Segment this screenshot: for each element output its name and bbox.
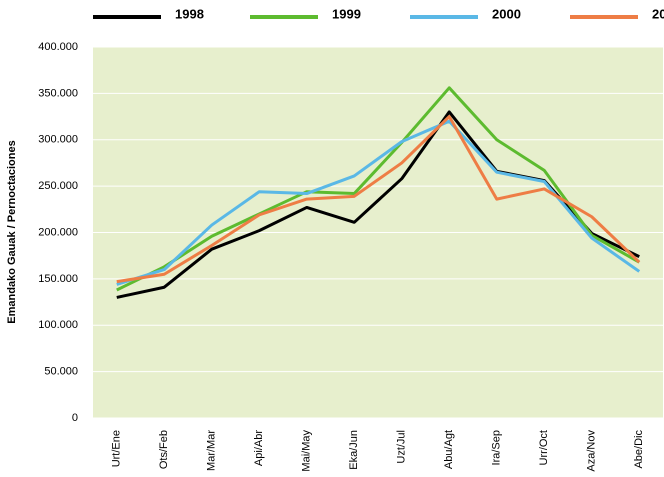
y-tick-label: 250.000 xyxy=(38,180,78,192)
y-tick-label: 50.000 xyxy=(44,366,78,378)
x-tick-label: Eka/Jun xyxy=(348,430,360,470)
y-tick-label: 300.000 xyxy=(38,134,78,146)
x-tick-label: Mar/Mar xyxy=(206,430,218,471)
y-tick-label: 100.000 xyxy=(38,319,78,331)
legend-label: 1998 xyxy=(175,6,204,21)
x-tick-label: Aza/Nov xyxy=(586,430,598,472)
legend-label: 2000 xyxy=(492,6,521,21)
y-tick-label: 350.000 xyxy=(38,87,78,99)
x-tick-label: Mai/May xyxy=(301,430,313,472)
y-tick-label: 0 xyxy=(72,412,78,424)
x-tick-label: Urr/Oct xyxy=(538,430,550,465)
x-tick-label: Uzt/Jul xyxy=(396,430,408,464)
y-axis-title: Emandako Gauak / Pernoctaciones xyxy=(6,140,18,323)
series-line xyxy=(116,86,640,292)
legend-label: 2001 xyxy=(652,6,664,21)
x-tick-label: Urt/Ene xyxy=(111,430,123,467)
x-tick-label: Ots/Feb xyxy=(158,430,170,469)
y-tick-label: 400.000 xyxy=(38,41,78,53)
y-tick-label: 200.000 xyxy=(38,226,78,238)
x-tick-label: Abe/Dic xyxy=(633,430,645,469)
x-tick-label: Api/Abr xyxy=(253,430,265,466)
x-tick-label: Ira/Sep xyxy=(491,430,503,465)
series-line xyxy=(116,115,641,284)
y-tick-label: 150.000 xyxy=(38,273,78,285)
legend-label: 1999 xyxy=(332,6,361,21)
x-tick-label: Abu/Agt xyxy=(443,430,455,469)
series-line xyxy=(116,119,641,286)
